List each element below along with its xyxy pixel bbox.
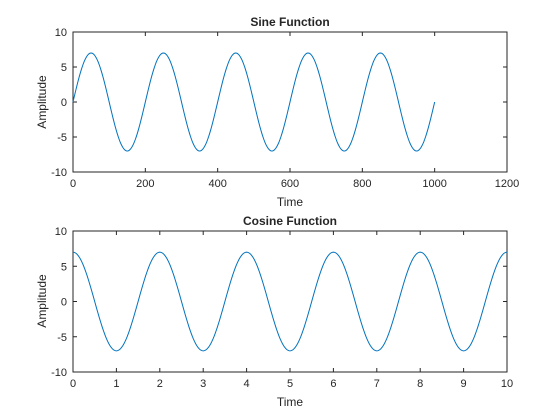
cosine-x-tick-label: 2 [157, 378, 163, 390]
sine-x-tick-label: 1200 [495, 178, 519, 190]
sine-y-ticks: -10 -5 0 5 10 [51, 27, 507, 179]
sine-x-tick-label: 600 [281, 178, 299, 190]
cosine-x-tick-label: 6 [330, 378, 336, 390]
sine-y-axis-label: Amplitude [35, 75, 49, 129]
cosine-x-tick-label: 8 [417, 378, 423, 390]
sine-chart-title: Sine Function [250, 15, 329, 29]
cosine-y-tick-label: -10 [51, 367, 67, 379]
sine-y-tick-label: 5 [61, 62, 67, 74]
cosine-x-tick-label: 9 [461, 378, 467, 390]
cosine-x-tick-label: 0 [70, 378, 76, 390]
cosine-x-tick-label: 4 [244, 378, 250, 390]
cosine-x-axis-label: Time [277, 395, 304, 409]
sine-y-tick-label: 10 [55, 27, 67, 39]
cosine-plot-area [72, 230, 508, 373]
sine-x-tick-label: 200 [136, 178, 154, 190]
sine-x-tick-label: 0 [70, 178, 76, 190]
sine-y-tick-label: -5 [57, 132, 67, 144]
cosine-y-ticks: -10 -5 0 5 10 [51, 226, 507, 379]
sine-x-tick-label: 1000 [422, 178, 446, 190]
sine-x-axis-label: Time [277, 195, 304, 209]
cosine-y-axis-label: Amplitude [35, 274, 49, 328]
sine-y-tick-label: 0 [61, 97, 67, 109]
cosine-y-tick-label: 5 [61, 261, 67, 273]
cosine-x-tick-label: 1 [113, 378, 119, 390]
cosine-x-tick-label: 10 [501, 378, 513, 390]
cosine-chart-title: Cosine Function [243, 214, 337, 228]
cosine-x-ticks: 0 1 2 3 4 5 6 7 8 9 10 [70, 231, 513, 390]
cosine-subplot: 0 1 2 3 4 5 6 7 8 9 10 -10 -5 0 5 10 Cosine Function T… [35, 214, 513, 409]
cosine-x-tick-label: 3 [200, 378, 206, 390]
cosine-y-tick-label: 0 [61, 297, 67, 309]
sine-subplot: 0 200 400 600 800 1000 1200 -10 -5 0 5 10 Sine Fun… [35, 15, 519, 209]
sine-y-tick-label: -10 [51, 167, 67, 179]
cosine-x-tick-label: 5 [287, 378, 293, 390]
cosine-y-tick-label: -5 [57, 332, 67, 344]
cosine-y-tick-label: 10 [55, 226, 67, 238]
sine-x-tick-label: 800 [353, 178, 371, 190]
sine-x-ticks: 0 200 400 600 800 1000 1200 [70, 32, 519, 190]
sine-x-tick-label: 400 [208, 178, 226, 190]
cosine-x-tick-label: 7 [374, 378, 380, 390]
sine-series-line [72, 52, 436, 152]
cosine-series-line [72, 251, 508, 352]
